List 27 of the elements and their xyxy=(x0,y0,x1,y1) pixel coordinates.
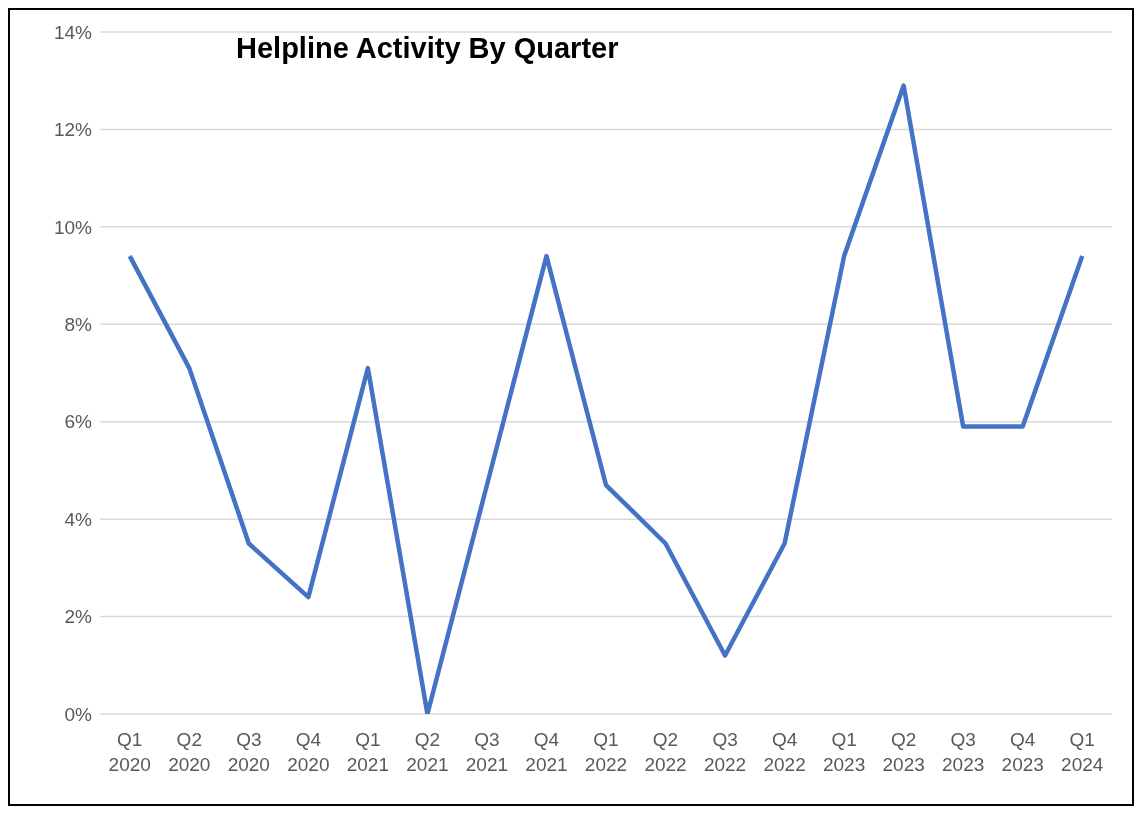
chart-title: Helpline Activity By Quarter xyxy=(236,32,619,65)
x-tick-label: Q3 2023 xyxy=(942,729,985,775)
y-tick-label: 10% xyxy=(53,216,93,238)
y-tick-label: 14% xyxy=(53,21,93,43)
x-tick-label: Q4 2022 xyxy=(763,729,806,775)
line-series xyxy=(127,83,1085,714)
y-tick-label: 4% xyxy=(64,508,93,530)
x-tick-label: Q4 2023 xyxy=(1001,729,1044,775)
x-tick-label: Q1 2023 xyxy=(822,729,866,775)
x-tick-label: Q1 2024 xyxy=(1061,729,1104,775)
x-tick-label: Q3 2020 xyxy=(227,729,270,775)
x-tick-label: Q1 2021 xyxy=(346,729,390,775)
x-tick-label: Q3 2021 xyxy=(465,729,509,775)
x-tick-label: Q4 2020 xyxy=(287,729,330,775)
x-tick-label: Q2 2022 xyxy=(644,729,687,775)
x-tick-label: Q1 2020 xyxy=(108,729,151,775)
y-tick-label: 0% xyxy=(64,703,93,725)
y-tick-label: 8% xyxy=(64,314,93,336)
y-tick-label: 12% xyxy=(53,119,93,141)
x-tick-label: Q1 2022 xyxy=(584,729,628,775)
x-tick-label: Q4 2021 xyxy=(525,729,568,775)
x-tick-label: Q2 2023 xyxy=(882,729,925,775)
x-tick-label: Q2 2020 xyxy=(168,729,211,775)
y-tick-label: 6% xyxy=(64,411,93,433)
y-tick-label: 2% xyxy=(64,606,93,628)
x-tick-label: Q3 2022 xyxy=(703,729,747,775)
x-tick-label: Q2 2021 xyxy=(406,729,449,775)
